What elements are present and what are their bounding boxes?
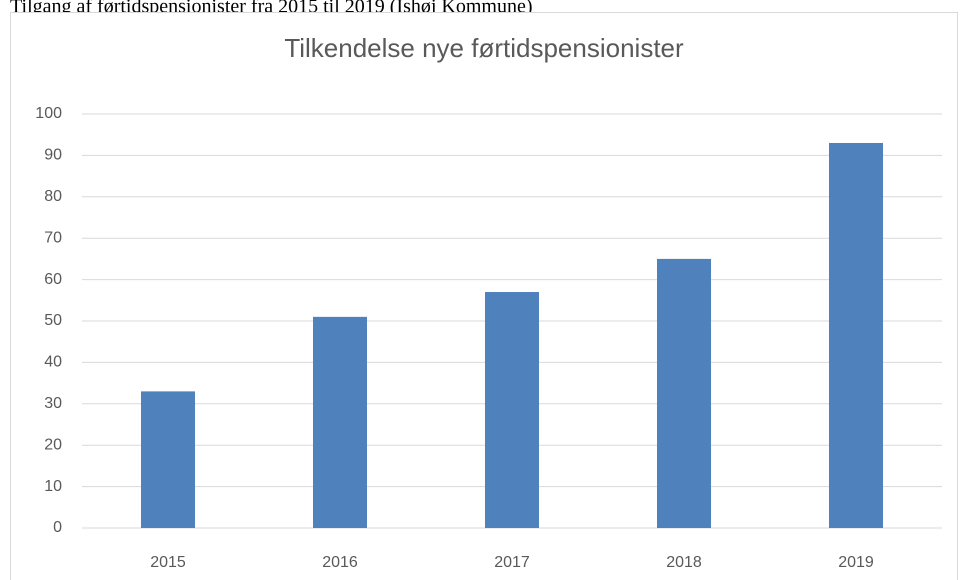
y-tick-label: 90 [44,147,62,164]
y-tick-label: 60 [44,271,62,288]
x-tick-label: 2019 [838,554,874,571]
x-tick-label: 2016 [322,554,358,571]
y-tick-label: 70 [44,229,62,246]
y-tick-label: 0 [53,519,62,536]
y-tick-label: 80 [44,188,62,205]
y-tick-label: 10 [44,478,62,495]
y-tick-label: 40 [44,354,62,371]
bar [485,292,539,528]
bar [829,142,883,529]
x-tick-label: 2018 [666,554,702,571]
y-tick-label: 50 [44,312,62,329]
bar [313,316,367,528]
x-tick-label: 2015 [150,554,186,571]
bar [657,258,711,528]
y-tick-label: 30 [44,395,62,412]
y-tick-label: 20 [44,436,62,453]
y-tick-label: 100 [35,105,62,122]
x-tick-label: 2017 [494,554,530,571]
chart-title: Tilkendelse nye førtidspensionister [284,33,684,63]
bar [141,391,195,528]
